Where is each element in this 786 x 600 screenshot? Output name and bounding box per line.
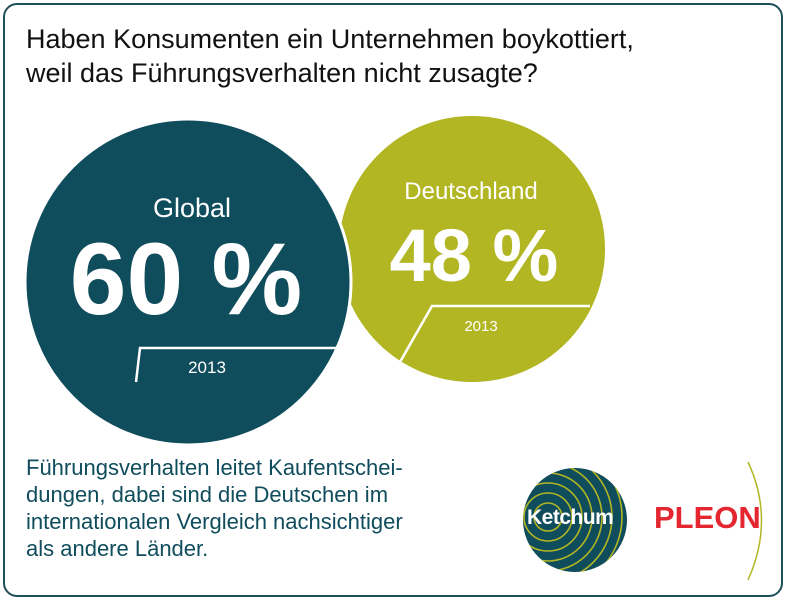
ketchum-logo-text: Ketchum — [527, 506, 614, 529]
ketchum-logo — [523, 468, 627, 572]
pleon-logo-arc — [747, 461, 763, 581]
germany-percentage: 48 % — [390, 214, 559, 297]
germany-label: Deutschland — [404, 178, 537, 205]
global-circle — [23, 117, 353, 447]
caption-line: dungen, dabei sind die Deutschen im — [26, 482, 389, 507]
ketchum-logo-circle — [523, 468, 627, 572]
global-year: 2013 — [188, 358, 226, 377]
caption: Führungsverhalten leitet Kaufentschei- d… — [26, 454, 496, 562]
germany-circle — [339, 116, 605, 382]
caption-line: internationalen Vergleich nachsichtiger — [26, 509, 403, 534]
headline-line-1: Haben Konsumenten ein Unternehmen boykot… — [26, 24, 634, 54]
caption-line: als andere Länder. — [26, 536, 209, 561]
global-percentage: 60 % — [70, 222, 303, 336]
germany-bubble-tail — [390, 304, 590, 377]
pleon-logo-text: PLEON — [654, 500, 761, 535]
caption-line: Führungsverhalten leitet Kaufentschei- — [26, 455, 403, 480]
global-label: Global — [153, 193, 231, 223]
global-bubble-tail — [134, 346, 356, 383]
headline: Haben Konsumenten ein Unternehmen boykot… — [26, 22, 756, 90]
global-bubble: Global 60 % 2013 — [23, 117, 356, 447]
headline-line-2: weil das Führungsverhalten nicht zusagte… — [26, 58, 538, 88]
germany-year: 2013 — [464, 318, 497, 335]
germany-bubble: Deutschland 48 % 2013 — [339, 116, 605, 382]
